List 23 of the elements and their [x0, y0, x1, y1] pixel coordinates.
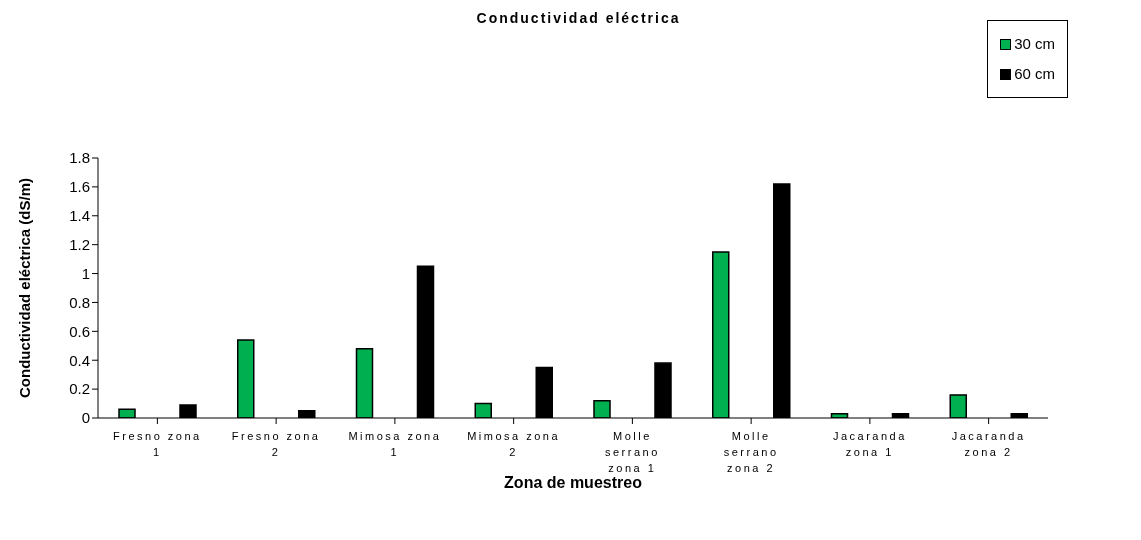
y-tick-label: 0.8 [69, 293, 90, 311]
y-tick-label: 1.2 [69, 235, 90, 253]
x-tick-label: Jacaranda zona 2 [951, 430, 1026, 458]
x-axis-title: Zona de muestreo [504, 474, 643, 491]
x-tick-label: Mimosa zona 1 [348, 430, 442, 458]
legend-label: 60 cm [1013, 64, 1055, 84]
x-tick-label: Molle serrano zona 2 [723, 430, 779, 474]
y-tick-label: 0.2 [69, 380, 90, 398]
y-tick-label: 0.6 [69, 322, 90, 340]
y-axis-title: Conductividad eléctrica (dS/m) [16, 177, 33, 399]
y-tick-label: 0.4 [69, 351, 90, 369]
x-tick-label: Molle serrano zona 1 [604, 430, 660, 474]
y-tick-label: 1 [81, 264, 90, 282]
y-tick-label: 0 [81, 409, 90, 427]
y-tick-label: 1.6 [69, 178, 90, 196]
x-tick-label: Fresno zona 2 [231, 430, 321, 458]
x-tick-label: Fresno zona 1 [113, 430, 202, 458]
y-tick-label: 1.8 [69, 149, 90, 167]
chart-title: Conductividad eléctrica [475, 10, 682, 26]
legend-label: 30 cm [1013, 34, 1055, 54]
x-tick-label: Jacaranda zona 1 [832, 430, 907, 458]
x-tick-label: Mimosa zona 2 [467, 430, 561, 458]
y-tick-label: 1.4 [69, 207, 90, 225]
